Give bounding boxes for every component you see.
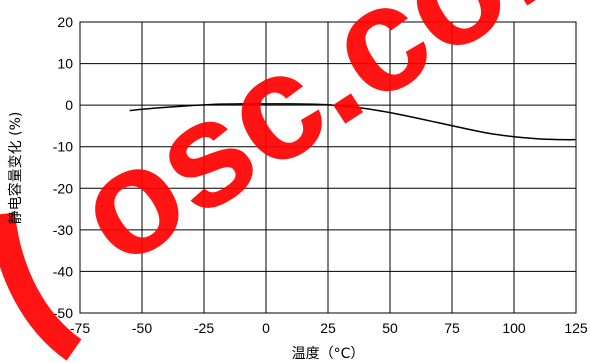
series	[129, 103, 577, 141]
watermark-text: osc.com	[46, 0, 590, 297]
tick-labels: -75 -50 -25 0 25 50 75 100 12520100-10-20-30-40-…	[53, 14, 588, 336]
y-tick-label: 0	[65, 97, 73, 113]
x-tick-label: 75	[444, 320, 460, 336]
x-tick-label: 100	[502, 320, 526, 336]
y-tick-label: -40	[53, 263, 73, 279]
y-tick-label: 20	[57, 14, 73, 30]
x-tick-label: -75	[70, 320, 90, 336]
series-line	[129, 103, 577, 141]
x-tick-label: 125	[564, 320, 588, 336]
watermark-arc	[0, 212, 82, 361]
x-tick-label: -25	[194, 320, 214, 336]
y-tick-label: -20	[53, 180, 73, 196]
plot-frame	[79, 21, 577, 314]
x-tick-label: 50	[382, 320, 398, 336]
grid	[79, 21, 577, 314]
y-tick-label: 10	[57, 56, 73, 72]
x-tick-label: 25	[320, 320, 336, 336]
y-tick-label: -50	[53, 305, 73, 321]
y-tick-label: -30	[53, 222, 73, 238]
y-tick-label: -10	[53, 139, 73, 155]
y-axis-title: 静电容量变化 (%)	[7, 112, 24, 225]
x-axis-title: 温度（°C）	[292, 346, 365, 362]
x-tick-label: -50	[132, 320, 152, 336]
x-tick-label: 0	[262, 320, 270, 336]
